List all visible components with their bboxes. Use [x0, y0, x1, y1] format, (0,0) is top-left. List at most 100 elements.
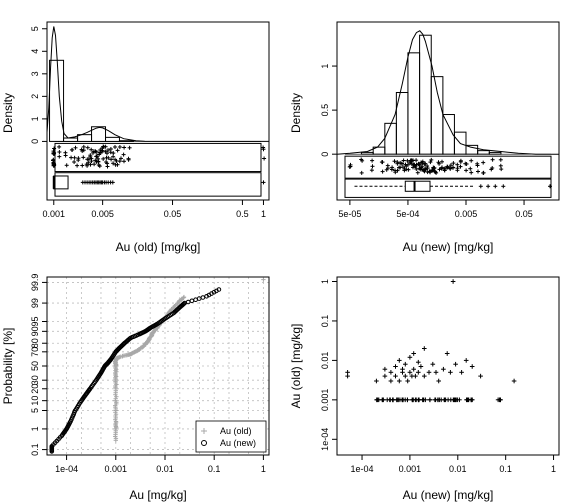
jitter-point-29-2 [113, 145, 117, 149]
jitter-point-27-1 [109, 157, 114, 162]
scatter-point-14-3 [442, 397, 448, 403]
jitter-point-3-1 [380, 160, 385, 165]
jitter-point-8-1 [72, 160, 77, 164]
jitter-point-39-2 [475, 163, 480, 168]
histogram-bar-10 [477, 150, 490, 155]
y-tick-label-5: 5 [30, 26, 40, 31]
jitter-point-7-0 [395, 168, 400, 173]
x-tick-label-5e-05: 5e-05 [338, 209, 361, 219]
jitter-point-21-2 [420, 159, 425, 164]
jitter-point-4-1 [52, 150, 57, 155]
jitter-point-7-0 [69, 155, 74, 160]
y-tick-label-0-01: 0.01 [320, 352, 330, 370]
jitter-point-34-0 [262, 156, 267, 161]
jitter-point-27-2 [431, 165, 436, 170]
scatter-point-25-0 [393, 373, 398, 379]
scatter-point-55-0 [469, 364, 475, 369]
legend-box [195, 420, 267, 453]
jitter-point-26-0 [106, 148, 110, 153]
prob-point-old-max [261, 277, 266, 282]
scatter-point-56-0 [478, 373, 483, 379]
scatter-point-20-0 [374, 378, 379, 384]
jitter-point-0-2 [347, 164, 352, 169]
jitter-point-41-2 [490, 166, 495, 170]
prob-point-new-149 [181, 301, 187, 307]
jitter-point-8-2 [73, 145, 78, 150]
jitter-point-2-1 [370, 158, 375, 163]
x-axis-label: Au (old) [mg/kg] [116, 240, 201, 254]
y-tick-label-95: 95 [30, 317, 40, 327]
x-tick-label-0-05: 0.05 [515, 209, 533, 219]
histogram-bar-5 [118, 140, 134, 142]
jitter-point-28-2 [433, 170, 438, 174]
scatter-point-32-0 [402, 361, 408, 367]
x-tick-label-1e-04: 1e-04 [55, 464, 78, 474]
scatter-point-43-0 [421, 373, 427, 379]
jitter-point-10-0 [401, 158, 406, 163]
x-tick-label-0-1: 0.1 [499, 464, 512, 474]
y-tick-label-4: 4 [30, 49, 40, 54]
scatter-point-49-0 [441, 366, 446, 372]
jitter-point-18-0 [415, 170, 420, 175]
x-tick-label-0-005: 0.005 [455, 209, 478, 219]
jitter-point-12-1 [406, 167, 411, 172]
jitter-point-9-2 [75, 163, 80, 168]
scatter-point-24-0 [388, 369, 394, 375]
scatter-point-26-0 [393, 364, 398, 369]
jitter-point-31-2 [442, 168, 447, 173]
x-tick-label-0-05: 0.05 [164, 209, 182, 219]
jitter-point-30-1 [440, 165, 444, 170]
scatter-point-13-3 [437, 397, 442, 403]
histogram-bar-8 [453, 131, 467, 155]
histogram-bar-0 [49, 59, 65, 142]
jitter-point-14-2 [88, 162, 93, 167]
jitter-point-23-0 [101, 156, 106, 161]
jitter-point-38-1 [469, 158, 474, 163]
scatter-point-31-0 [402, 373, 408, 379]
jitter-point-26-2 [106, 155, 111, 160]
x-tick-label-0-001: 0.001 [43, 209, 66, 219]
jitter-point-30-0 [115, 162, 120, 167]
jitter-point-32-1 [122, 159, 126, 164]
jitter-point-10-1 [80, 163, 85, 168]
scatter-point-50-0 [444, 351, 450, 356]
scatter-point-27-0 [396, 378, 402, 384]
jitter-point-36-2 [458, 158, 463, 163]
x-tick-label-0-5: 0.5 [236, 209, 249, 219]
jitter-point-4-2 [384, 167, 389, 172]
jitter-point-7-2 [69, 147, 74, 152]
jitter-point-30-2 [440, 159, 444, 164]
scatter-point-2-3 [374, 397, 380, 403]
histogram-bar-11 [488, 151, 502, 155]
y-tick-label-1: 1 [30, 116, 40, 121]
jitter-point-7-2 [395, 161, 400, 166]
scatter-point-10-3 [416, 397, 421, 403]
prob-point-new-161 [216, 287, 222, 292]
prob-point-old-167 [181, 294, 187, 300]
y-tick-label-70: 70 [30, 347, 40, 357]
jitter-point-2-0 [370, 164, 375, 169]
x-tick-label-0-001: 0.001 [105, 464, 128, 474]
x-tick-label-1: 1 [261, 464, 266, 474]
jitter-point-31-0 [119, 156, 123, 161]
jitter-point-25-2 [428, 170, 433, 175]
scatter-point-51-0 [448, 369, 453, 375]
jitter-point-33-2 [127, 145, 132, 150]
plot-frame [336, 276, 560, 456]
jitter-strip-frame [344, 155, 552, 179]
scatter-point-35-0 [407, 354, 413, 360]
jitter-point-40-0 [481, 160, 486, 165]
jitter-point-16-2 [92, 162, 97, 167]
marks [46, 26, 269, 197]
boxplot-outlier-2 [493, 184, 498, 189]
histogram-bar-0 [360, 151, 374, 155]
jitter-point-39-1 [476, 169, 480, 174]
jitter-point-27-2 [108, 150, 113, 155]
y-tick-label-1: 1 [320, 64, 330, 69]
jitter-point-4-2 [52, 146, 57, 151]
scatter-point-16-3 [455, 397, 460, 403]
y-tick-label-20: 20 [30, 384, 40, 394]
scatter-point-30-0 [400, 366, 405, 372]
scatter-point-5-3 [390, 397, 396, 403]
